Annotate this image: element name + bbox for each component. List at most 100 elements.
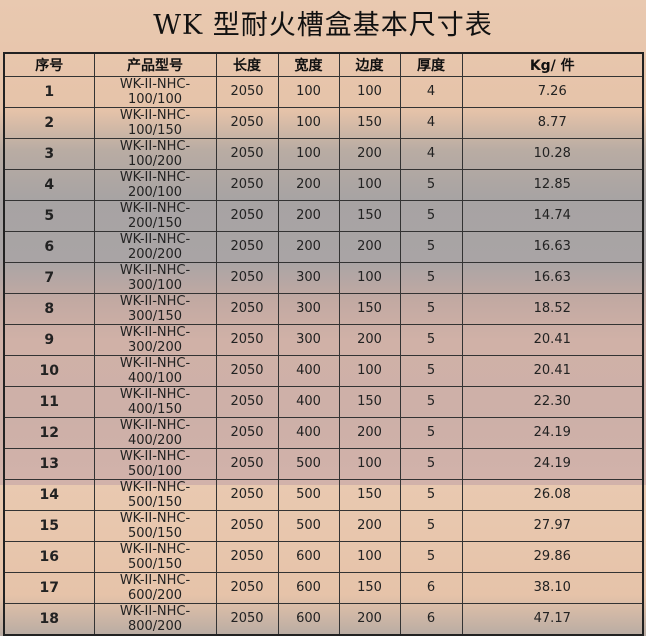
cell-index: 15 bbox=[3, 509, 95, 542]
cell-model: WK-II-NHC-200/100 bbox=[93, 168, 217, 201]
cell-thickness: 5 bbox=[399, 292, 463, 325]
cell-thickness: 5 bbox=[399, 323, 463, 356]
cell-index: 11 bbox=[3, 385, 95, 418]
cell-edge: 150 bbox=[338, 199, 401, 232]
cell-thickness: 5 bbox=[399, 261, 463, 294]
cell-thickness: 5 bbox=[399, 540, 463, 573]
cell-width: 600 bbox=[277, 602, 340, 636]
cell-weight: 29.86 bbox=[461, 540, 644, 573]
cell-index: 17 bbox=[3, 571, 95, 604]
cell-model: WK-II-NHC-600/200 bbox=[93, 571, 217, 604]
cell-weight: 16.63 bbox=[461, 261, 644, 294]
cell-length: 2050 bbox=[215, 75, 279, 108]
cell-weight: 26.08 bbox=[461, 478, 644, 511]
cell-length: 2050 bbox=[215, 354, 279, 387]
cell-width: 300 bbox=[277, 261, 340, 294]
cell-edge: 100 bbox=[338, 75, 401, 108]
cell-weight: 38.10 bbox=[461, 571, 644, 604]
cell-width: 200 bbox=[277, 168, 340, 201]
table-row: 9 WK-II-NHC-300/200 2050 300 200 5 20.41 bbox=[3, 323, 644, 356]
cell-length: 2050 bbox=[215, 509, 279, 542]
header-edge: 边度 bbox=[338, 52, 401, 77]
cell-width: 500 bbox=[277, 478, 340, 511]
cell-length: 2050 bbox=[215, 447, 279, 480]
cell-weight: 18.52 bbox=[461, 292, 644, 325]
cell-length: 2050 bbox=[215, 540, 279, 573]
cell-length: 2050 bbox=[215, 571, 279, 604]
cell-edge: 200 bbox=[338, 137, 401, 170]
cell-edge: 200 bbox=[338, 509, 401, 542]
cell-length: 2050 bbox=[215, 137, 279, 170]
cell-thickness: 5 bbox=[399, 199, 463, 232]
table-row: 1 WK-II-NHC-100/100 2050 100 100 4 7.26 bbox=[3, 75, 644, 108]
table-row: 7 WK-II-NHC-300/100 2050 300 100 5 16.63 bbox=[3, 261, 644, 294]
cell-thickness: 4 bbox=[399, 106, 463, 139]
page-title: WK 型耐火槽盒基本尺寸表 bbox=[153, 10, 493, 41]
table-row: 4 WK-II-NHC-200/100 2050 200 100 5 12.85 bbox=[3, 168, 644, 201]
cell-model: WK-II-NHC-300/150 bbox=[93, 292, 217, 325]
header-index: 序号 bbox=[3, 52, 95, 77]
cell-thickness: 5 bbox=[399, 509, 463, 542]
cell-weight: 10.28 bbox=[461, 137, 644, 170]
cell-weight: 24.19 bbox=[461, 447, 644, 480]
header-length: 长度 bbox=[215, 52, 279, 77]
cell-edge: 200 bbox=[338, 416, 401, 449]
cell-weight: 12.85 bbox=[461, 168, 644, 201]
header-width: 宽度 bbox=[277, 52, 340, 77]
cell-model: WK-II-NHC-400/200 bbox=[93, 416, 217, 449]
cell-edge: 150 bbox=[338, 385, 401, 418]
cell-edge: 150 bbox=[338, 292, 401, 325]
cell-edge: 200 bbox=[338, 602, 401, 636]
cell-index: 6 bbox=[3, 230, 95, 263]
cell-model: WK-II-NHC-300/200 bbox=[93, 323, 217, 356]
cell-model: WK-II-NHC-800/200 bbox=[93, 602, 217, 636]
cell-index: 7 bbox=[3, 261, 95, 294]
table-row: 16 WK-II-NHC-500/150 2050 600 100 5 29.86 bbox=[3, 540, 644, 573]
table-row: 15 WK-II-NHC-500/150 2050 500 200 5 27.97 bbox=[3, 509, 644, 542]
cell-model: WK-II-NHC-100/150 bbox=[93, 106, 217, 139]
cell-thickness: 5 bbox=[399, 478, 463, 511]
cell-thickness: 6 bbox=[399, 571, 463, 604]
cell-model: WK-II-NHC-200/150 bbox=[93, 199, 217, 232]
cell-width: 100 bbox=[277, 137, 340, 170]
cell-edge: 200 bbox=[338, 230, 401, 263]
cell-model: WK-II-NHC-100/100 bbox=[93, 75, 217, 108]
dimensions-table: 序号 产品型号 长度 宽度 边度 厚度 Kg/ 件 1 WK-II-NHC-100… bbox=[3, 52, 644, 636]
cell-index: 5 bbox=[3, 199, 95, 232]
table-row: 10 WK-II-NHC-400/100 2050 400 100 5 20.41 bbox=[3, 354, 644, 387]
cell-length: 2050 bbox=[215, 230, 279, 263]
cell-index: 13 bbox=[3, 447, 95, 480]
cell-weight: 47.17 bbox=[461, 602, 644, 636]
cell-width: 600 bbox=[277, 571, 340, 604]
cell-width: 500 bbox=[277, 509, 340, 542]
cell-length: 2050 bbox=[215, 385, 279, 418]
cell-edge: 100 bbox=[338, 447, 401, 480]
cell-index: 1 bbox=[3, 75, 95, 108]
table-row: 12 WK-II-NHC-400/200 2050 400 200 5 24.19 bbox=[3, 416, 644, 449]
cell-width: 200 bbox=[277, 199, 340, 232]
cell-index: 9 bbox=[3, 323, 95, 356]
cell-weight: 20.41 bbox=[461, 354, 644, 387]
cell-weight: 7.26 bbox=[461, 75, 644, 108]
header-thickness: 厚度 bbox=[399, 52, 463, 77]
cell-model: WK-II-NHC-100/200 bbox=[93, 137, 217, 170]
cell-length: 2050 bbox=[215, 168, 279, 201]
table-row: 2 WK-II-NHC-100/150 2050 100 150 4 8.77 bbox=[3, 106, 644, 139]
cell-width: 500 bbox=[277, 447, 340, 480]
cell-index: 2 bbox=[3, 106, 95, 139]
cell-length: 2050 bbox=[215, 416, 279, 449]
cell-length: 2050 bbox=[215, 478, 279, 511]
table-row: 13 WK-II-NHC-500/100 2050 500 100 5 24.19 bbox=[3, 447, 644, 480]
cell-thickness: 4 bbox=[399, 75, 463, 108]
cell-model: WK-II-NHC-200/200 bbox=[93, 230, 217, 263]
table-row: 3 WK-II-NHC-100/200 2050 100 200 4 10.28 bbox=[3, 137, 644, 170]
cell-thickness: 5 bbox=[399, 385, 463, 418]
cell-thickness: 5 bbox=[399, 354, 463, 387]
cell-edge: 150 bbox=[338, 571, 401, 604]
cell-length: 2050 bbox=[215, 261, 279, 294]
cell-thickness: 5 bbox=[399, 230, 463, 263]
table-header-row: 序号 产品型号 长度 宽度 边度 厚度 Kg/ 件 bbox=[3, 52, 644, 77]
cell-thickness: 5 bbox=[399, 168, 463, 201]
cell-length: 2050 bbox=[215, 292, 279, 325]
cell-index: 3 bbox=[3, 137, 95, 170]
